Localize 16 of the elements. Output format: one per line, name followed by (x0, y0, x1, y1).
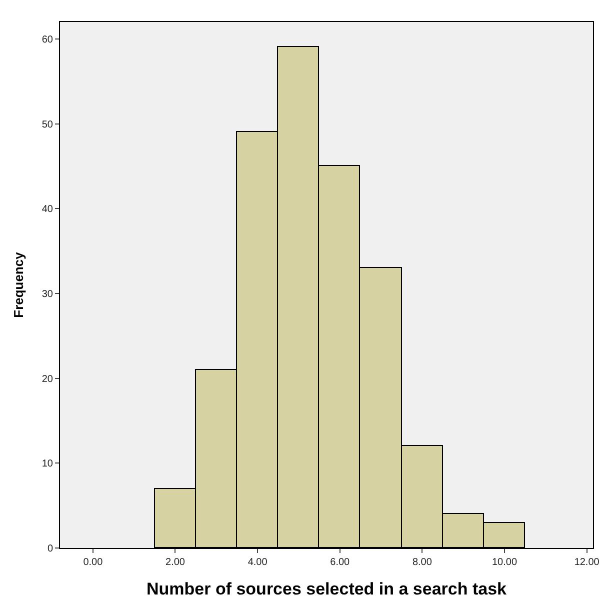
y-tick-label: 40 (42, 204, 54, 216)
x-tick-label: 12.00 (574, 557, 600, 568)
x-tick-label: 4.00 (248, 557, 268, 568)
x-tick-label: 6.00 (330, 557, 350, 568)
y-tick-label: 30 (42, 288, 54, 300)
x-tick-label: 2.00 (166, 557, 186, 568)
x-tick-label: 8.00 (412, 557, 432, 568)
y-tick-label: 20 (42, 374, 54, 385)
x-tick-label: 10.00 (492, 557, 518, 568)
y-tick-label: 0 (47, 544, 54, 554)
y-tick-label: 10 (42, 458, 54, 470)
x-tick-label: 0.00 (83, 557, 104, 568)
y-tick-label: 50 (42, 119, 54, 130)
y-tick-label: 60 (42, 34, 54, 46)
y-axis-title: Frequency (10, 251, 26, 318)
x-axis-title: Number of sources selected in a search task (146, 579, 508, 598)
